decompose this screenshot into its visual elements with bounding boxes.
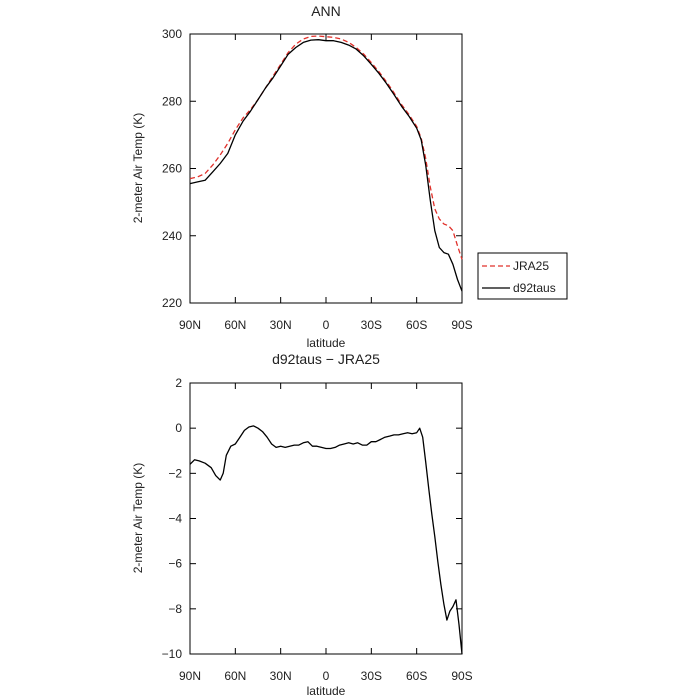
y-tick-label: 2: [175, 376, 182, 390]
x-tick-label: 60S: [406, 318, 427, 332]
x-tick-label: 90N: [179, 318, 201, 332]
bottom-chart-title: d92taus − JRA25: [272, 351, 380, 367]
top-chart-series: [189, 35, 463, 292]
bottom-chart-y-ticks: −10 −8 −6 −4 −2 0 2: [162, 376, 462, 661]
top-chart-plot-frame: [189, 33, 463, 304]
top-chart-title: ANN: [311, 3, 341, 19]
bottom-chart-y-axis-label: 2-meter Air Temp (K): [131, 463, 145, 573]
series-line-0: [189, 425, 463, 655]
bottom-chart: d92taus − JRA25 −10 −8 −6 −4 −2 0 2 90N 60N 30N 0…: [131, 351, 473, 698]
top-chart-x-axis-label: latitude: [307, 336, 346, 350]
bottom-chart-x-ticks: 90N 60N 30N 0 30S 60S 90S: [179, 383, 473, 683]
bottom-chart-plot-frame: [189, 382, 463, 655]
y-tick-label: −6: [168, 557, 182, 571]
x-tick-label: 60N: [224, 318, 246, 332]
x-tick-label: 30S: [361, 318, 382, 332]
y-tick-label: −10: [162, 647, 183, 661]
y-tick-label: 0: [175, 421, 182, 435]
legend-box: [477, 252, 568, 300]
top-chart-y-ticks: 220 240 260 280 300: [162, 27, 462, 310]
x-tick-label: 90S: [451, 318, 472, 332]
x-tick-label: 30N: [270, 669, 292, 683]
y-tick-label: −8: [168, 602, 182, 616]
y-tick-label: 260: [162, 162, 182, 176]
x-tick-label: 30S: [361, 669, 382, 683]
top-chart-x-ticks: 90N 60N 30N 0 30S 60S 90S: [179, 34, 473, 332]
bottom-chart-x-axis-label: latitude: [307, 684, 346, 698]
legend-label-jra25: JRA25: [513, 259, 549, 273]
y-tick-label: 300: [162, 27, 182, 41]
y-tick-label: 280: [162, 94, 182, 108]
series-line-jra25: [189, 35, 463, 260]
top-chart-y-axis-label: 2-meter Air Temp (K): [131, 113, 145, 223]
x-tick-label: 60N: [224, 669, 246, 683]
x-tick-label: 0: [323, 669, 330, 683]
legend: JRA25 d92taus: [477, 252, 568, 300]
x-tick-label: 90S: [451, 669, 472, 683]
x-tick-label: 0: [323, 318, 330, 332]
series-line-d92taus: [189, 39, 463, 292]
y-tick-label: −4: [168, 512, 182, 526]
y-tick-label: −2: [168, 466, 182, 480]
legend-label-d92taus: d92taus: [513, 281, 556, 295]
x-tick-label: 60S: [406, 669, 427, 683]
y-tick-label: 240: [162, 229, 182, 243]
bottom-chart-series: [189, 425, 463, 655]
y-tick-label: 220: [162, 296, 182, 310]
x-tick-label: 30N: [270, 318, 292, 332]
x-tick-label: 90N: [179, 669, 201, 683]
